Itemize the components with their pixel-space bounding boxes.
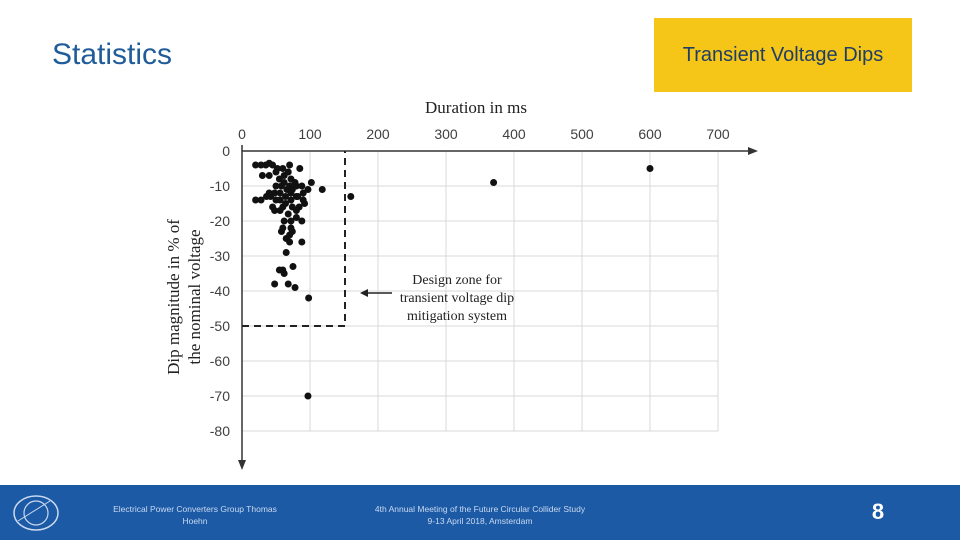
data-point — [301, 200, 309, 207]
y-axis-label-line2: the nominal voltage — [185, 229, 204, 364]
data-point — [271, 207, 279, 214]
data-point — [271, 280, 279, 288]
data-point — [289, 263, 297, 270]
data-point — [276, 196, 284, 204]
data-point — [280, 217, 288, 225]
annotation-arrowhead — [360, 289, 368, 297]
x-tick-label: 100 — [298, 126, 322, 142]
data-point — [287, 189, 295, 197]
data-point — [304, 392, 312, 400]
x-tick-label: 200 — [366, 126, 390, 142]
data-point — [287, 217, 295, 225]
scatter-chart: 0 -10 -20 -30 -40 -50 -60 -70 -80 0 100 200 300 400 50… — [164, 98, 758, 470]
x-tick-label: 300 — [434, 126, 458, 142]
axes — [238, 145, 758, 470]
data-point — [298, 217, 306, 225]
slide-title: Statistics — [52, 38, 173, 71]
data-point — [292, 207, 300, 214]
data-point — [296, 165, 304, 172]
design-zone — [242, 151, 392, 327]
data-point — [265, 172, 273, 179]
data-point — [286, 161, 294, 169]
x-tick-label: 700 — [706, 126, 730, 142]
data-point — [298, 182, 306, 190]
data-point — [286, 231, 294, 239]
data-point — [347, 193, 355, 200]
x-tick-label: 500 — [570, 126, 594, 142]
data-point — [292, 214, 300, 221]
data-point — [305, 294, 313, 302]
x-tick-label: 600 — [638, 126, 662, 142]
footer-meeting: 4th Annual Meeting of the Future Circula… — [360, 503, 600, 527]
grid — [242, 151, 719, 432]
data-point — [277, 228, 285, 235]
data-point — [257, 196, 265, 204]
data-point — [284, 210, 292, 218]
annotation-line: transient voltage dip — [400, 291, 514, 306]
cern-logo-icon — [13, 495, 59, 531]
data-point — [258, 172, 266, 179]
data-point — [291, 284, 299, 291]
data-point — [276, 207, 284, 214]
x-axis-label: Duration in ms — [425, 98, 527, 117]
y-axis-label-line1: Dip magnitude in % of — [164, 219, 183, 375]
x-tick-label: 0 — [238, 126, 246, 142]
y-axis-arrow — [238, 460, 246, 470]
data-point — [282, 193, 290, 200]
data-point — [272, 182, 280, 190]
x-tick-label: 400 — [502, 126, 526, 142]
data-point — [279, 165, 287, 172]
chart-labels: 0 -10 -20 -30 -40 -50 -60 -70 -80 0 100 200 300 400 50… — [164, 98, 730, 439]
data-point — [284, 280, 292, 288]
annotation-line: mitigation system — [407, 309, 507, 324]
data-point — [280, 179, 288, 186]
header-box-label: Transient Voltage Dips — [682, 44, 884, 66]
footer: Electrical Power Converters Group Thomas… — [0, 485, 960, 540]
header-box: Transient Voltage Dips — [654, 18, 912, 92]
data-point — [284, 168, 292, 176]
data-point — [646, 165, 654, 172]
data-point — [280, 270, 288, 277]
data-point — [307, 179, 315, 186]
data-point — [490, 179, 498, 186]
y-tick-label: 0 — [222, 143, 230, 159]
data-point — [267, 193, 275, 200]
page-number: 8 — [871, 499, 885, 524]
data-point — [282, 249, 290, 256]
y-tick-label: -70 — [210, 388, 230, 404]
data-points — [252, 159, 654, 400]
data-point — [252, 196, 260, 204]
y-tick-label: -60 — [210, 353, 230, 369]
data-point — [298, 238, 306, 246]
y-tick-label: -80 — [210, 423, 230, 439]
y-tick-label: -10 — [210, 178, 230, 194]
annotation-line: Design zone for — [412, 273, 502, 288]
y-tick-label: -30 — [210, 248, 230, 264]
data-point — [287, 196, 295, 204]
footer-meeting-line2: 9-13 April 2018, Amsterdam — [427, 516, 533, 526]
data-point — [272, 168, 280, 176]
y-tick-label: -40 — [210, 283, 230, 299]
x-axis-arrow — [748, 147, 758, 155]
data-point — [286, 238, 294, 246]
data-point — [304, 186, 312, 193]
data-point — [252, 161, 260, 169]
data-point — [276, 189, 284, 197]
y-tick-label: -20 — [210, 213, 230, 229]
data-point — [292, 182, 300, 190]
data-point — [294, 193, 302, 200]
y-tick-label: -50 — [210, 318, 230, 334]
footer-group: Electrical Power Converters Group Thomas… — [113, 504, 277, 526]
data-point — [318, 186, 326, 193]
footer-meeting-line1: 4th Annual Meeting of the Future Circula… — [374, 504, 586, 514]
